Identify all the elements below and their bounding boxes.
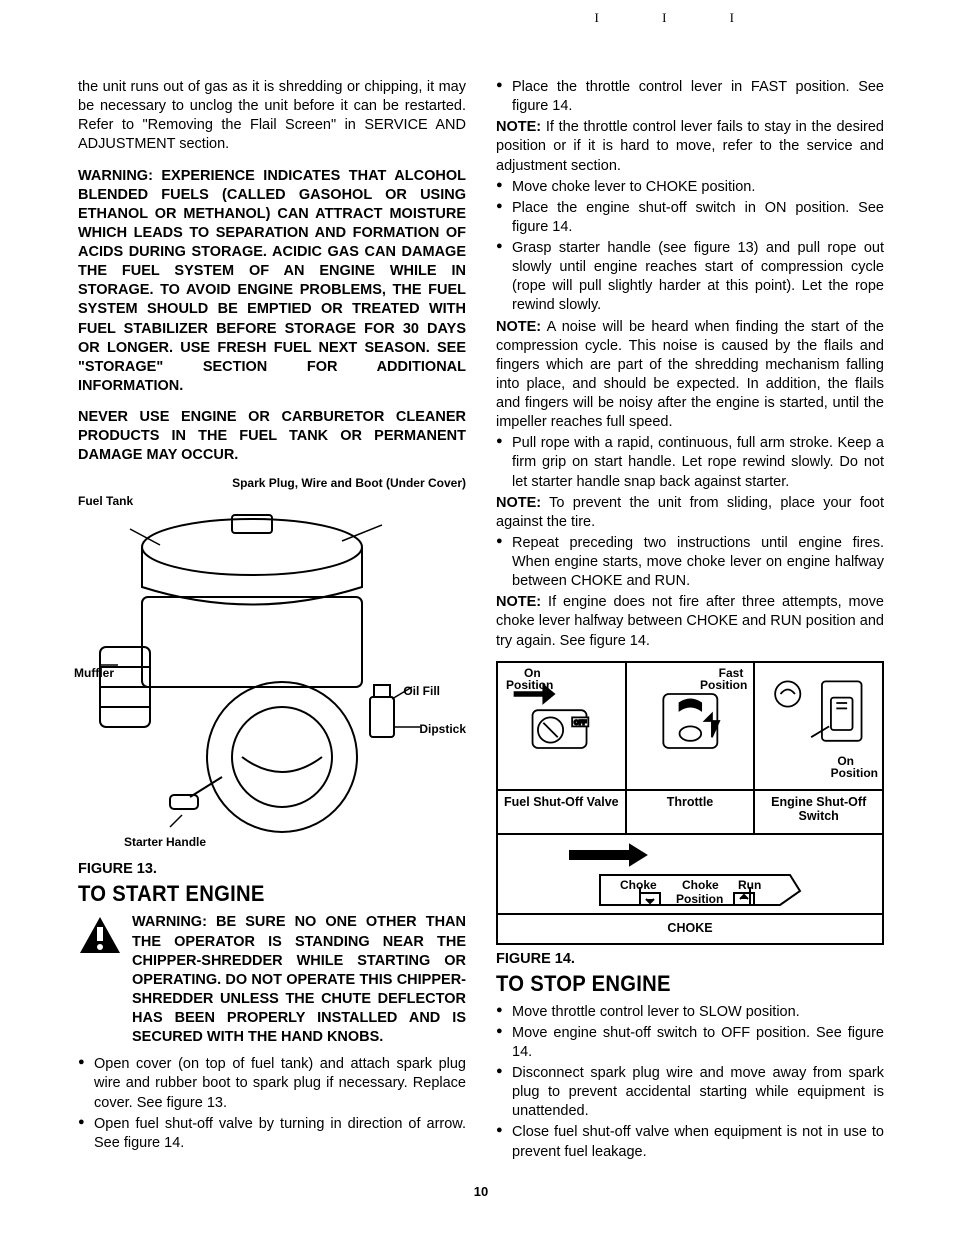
r-b3: Place the engine shut-off switch in ON p… [496, 199, 884, 237]
spark-plug-label: Spark Plug, Wire and Boot (Under Cover) [232, 477, 466, 490]
fuel-shutoff-label: Fuel Shut-Off Valve [498, 791, 625, 813]
note-3: NOTE: To prevent the unit from sliding, … [496, 494, 884, 532]
muffler-label: Muffler [74, 667, 114, 680]
stop-b2: Move engine shut-off switch to OFF posit… [496, 1024, 884, 1062]
stop-bullets: Move throttle control lever to SLOW posi… [496, 1003, 884, 1162]
start-engine-heading: TO START ENGINE [78, 881, 435, 907]
figure-13-label: FIGURE 13. [78, 861, 466, 877]
shutoff-switch-label: Engine Shut-Off Switch [755, 791, 882, 828]
note-2: NOTE: A noise will be heard when finding… [496, 318, 884, 433]
right-column: Place the throttle control lever in FAST… [496, 78, 884, 1164]
start-warning-text: WARNING: BE SURE NO ONE OTHER THAN THE O… [132, 913, 466, 1047]
right-bullets-4: Repeat preceding two instructions until … [496, 534, 884, 591]
page-number: 10 [78, 1184, 884, 1199]
r-b1: Place the throttle control lever in FAST… [496, 78, 884, 116]
r-b2: Move choke lever to CHOKE position. [496, 178, 884, 197]
choke-label: CHOKE [498, 913, 882, 941]
throttle-cell: Fast Position Throttle [627, 663, 756, 833]
right-bullets-2: Move choke lever to CHOKE position. Plac… [496, 178, 884, 316]
left-column: the unit runs out of gas as it is shredd… [78, 78, 466, 1164]
left-p1: the unit runs out of gas as it is shredd… [78, 78, 466, 155]
start-b2: Open fuel shut-off valve by turning in d… [78, 1115, 466, 1153]
svg-text:OFF: OFF [574, 719, 587, 726]
figure-13-diagram: Fuel Tank Spark Plug, Wire and Boot (Und… [78, 477, 466, 857]
r-b5: Pull rope with a rapid, continuous, full… [496, 434, 884, 491]
stop-b1: Move throttle control lever to SLOW posi… [496, 1003, 884, 1022]
right-bullets-top: Place the throttle control lever in FAST… [496, 78, 884, 116]
warning-triangle-icon [78, 915, 122, 955]
oil-fill-label: Oil Fill [403, 685, 440, 698]
figure-14-diagram: On Position OFF [496, 661, 884, 945]
right-bullets-3: Pull rope with a rapid, continuous, full… [496, 434, 884, 491]
starter-handle-label: Starter Handle [124, 836, 206, 849]
start-b1: Open cover (on top of fuel tank) and att… [78, 1055, 466, 1112]
start-bullets: Open cover (on top of fuel tank) and att… [78, 1055, 466, 1153]
throttle-label: Throttle [627, 791, 754, 813]
stop-b4: Close fuel shut-off valve when equipment… [496, 1123, 884, 1161]
r-b4: Grasp starter handle (see figure 13) and… [496, 239, 884, 316]
stop-b3: Disconnect spark plug wire and move away… [496, 1064, 884, 1121]
choke-row: Choke Choke Run Position CHOKE [498, 833, 882, 943]
r-b6: Repeat preceding two instructions until … [496, 534, 884, 591]
note-1: NOTE: If the throttle control lever fail… [496, 118, 884, 175]
note-4: NOTE: If engine does not fire after thre… [496, 593, 884, 650]
dipstick-label: Dipstick [419, 723, 466, 736]
figure-14-label: FIGURE 14. [496, 951, 884, 967]
stop-engine-heading: TO STOP ENGINE [496, 971, 853, 997]
fuel-tank-label: Fuel Tank [78, 495, 133, 508]
start-warning-block: WARNING: BE SURE NO ONE OTHER THAN THE O… [78, 913, 466, 1047]
fuel-warning: WARNING: EXPERIENCE INDICATES THAT ALCOH… [78, 167, 466, 397]
top-marks: I I I [595, 10, 765, 26]
shutoff-switch-cell: On Position Engine Shut-Off Switch [755, 663, 882, 833]
fuel-shutoff-cell: On Position OFF [498, 663, 627, 833]
cleaner-warning: NEVER USE ENGINE OR CARBURETOR CLEANER P… [78, 408, 466, 465]
